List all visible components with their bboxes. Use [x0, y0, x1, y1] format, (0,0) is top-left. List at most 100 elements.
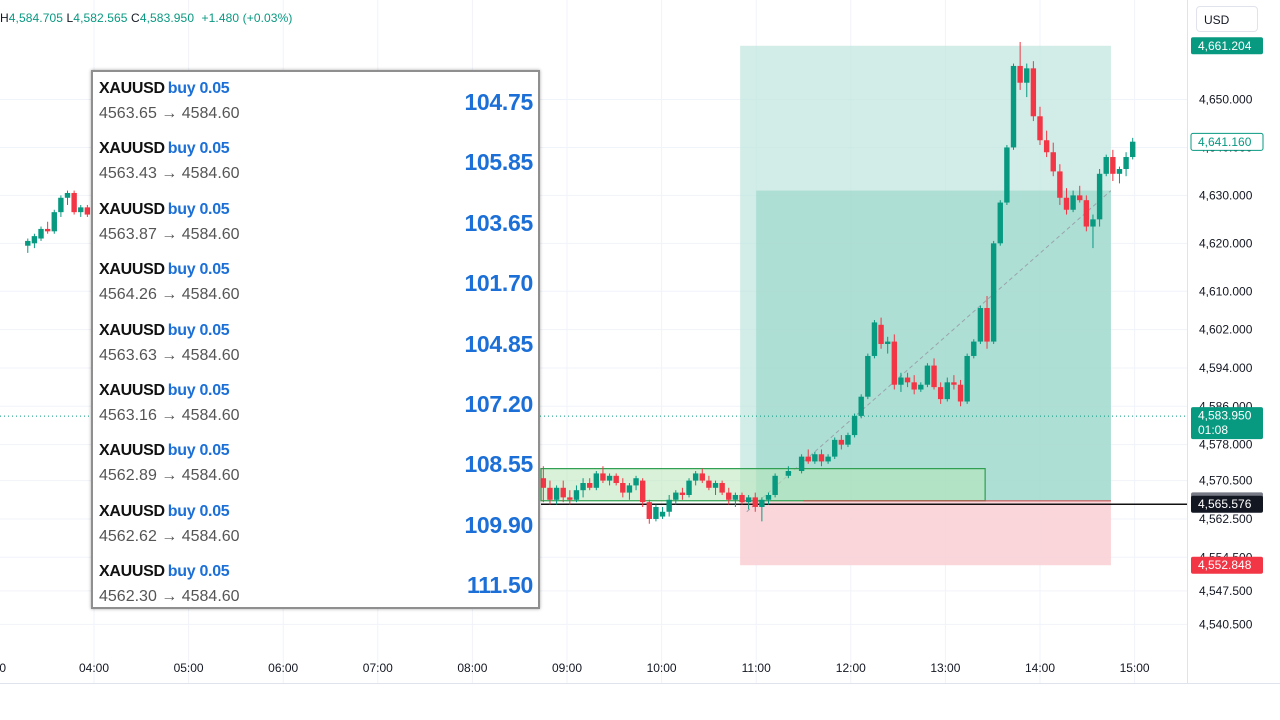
candle — [553, 485, 560, 505]
trade-row[interactable]: XAUUSD buy 0.05 4563.63 → 4584.60 104.85 — [93, 316, 538, 376]
trade-symbol-text: XAUUSD — [99, 321, 165, 339]
stop-zone — [740, 500, 1111, 566]
trade-symbol-text: XAUUSD — [99, 140, 165, 158]
candle — [587, 478, 593, 491]
price-badge-bg — [1191, 556, 1263, 574]
trade-symbol: XAUUSD buy 0.05 — [99, 261, 230, 279]
candle — [64, 190, 71, 205]
price-badge-bg — [1191, 407, 1263, 440]
trade-profit: 105.85 — [464, 149, 533, 176]
candle — [851, 413, 858, 438]
candle-body — [84, 207, 91, 215]
candle-body — [984, 308, 990, 342]
candle-body — [25, 240, 31, 246]
candle-body — [1123, 157, 1129, 170]
trade-row[interactable]: XAUUSD buy 0.05 4563.16 → 4584.60 107.20 — [93, 376, 538, 436]
trade-prices: 4563.63 → 4584.60 — [99, 346, 240, 364]
candle-body — [600, 473, 606, 481]
candle — [1017, 41, 1023, 90]
candle-body — [898, 377, 904, 385]
time-tick-label: 06:00 — [268, 661, 298, 675]
trade-row[interactable]: XAUUSD buy 0.05 4564.26 → 4584.60 101.70 — [93, 255, 538, 315]
candle-body — [858, 396, 864, 416]
candle-body — [64, 192, 71, 198]
trade-side: buy 0.05 — [167, 261, 230, 279]
candle — [845, 432, 851, 448]
candle — [31, 233, 38, 249]
candle-body — [573, 490, 580, 500]
candle — [878, 317, 884, 349]
candle-body — [997, 202, 1003, 244]
range-box — [540, 468, 986, 502]
trade-row[interactable]: XAUUSD buy 0.05 4562.89 → 4584.60 108.55 — [93, 436, 538, 496]
time-tick-label: 14:00 — [1025, 661, 1055, 675]
price-tick-label: 4,602.000 — [1199, 323, 1253, 337]
trade-row[interactable]: XAUUSD buy 0.05 4562.62 → 4584.60 109.90 — [93, 497, 538, 557]
time-tick-label: 09:00 — [552, 661, 582, 675]
candle-body — [639, 480, 646, 503]
currency-button[interactable]: USD — [1196, 6, 1258, 32]
candle-body — [745, 497, 752, 503]
trade-symbol-text: XAUUSD — [99, 200, 165, 218]
ohlc-high: 4,584.705 — [8, 11, 64, 25]
candle-body — [977, 308, 984, 342]
candle — [1057, 164, 1063, 205]
candle — [25, 238, 31, 253]
candle — [990, 240, 997, 344]
candle-body — [865, 355, 871, 397]
time-tick-label: 04:00 — [79, 661, 109, 675]
candle — [1037, 106, 1043, 146]
candle — [785, 466, 792, 479]
candle — [891, 334, 898, 390]
candle — [1050, 142, 1056, 177]
candle — [739, 492, 745, 505]
trade-prices: 4563.87 → 4584.60 — [99, 225, 240, 243]
candle-body — [951, 382, 957, 385]
candle — [971, 339, 977, 359]
candle — [613, 473, 619, 486]
time-tick-label: 13:00 — [930, 661, 960, 675]
candle — [673, 490, 679, 505]
candlestick-series — [25, 41, 1136, 524]
price-tick-label: 4,620.000 — [1199, 236, 1253, 250]
trade-symbol: XAUUSD buy 0.05 — [99, 442, 230, 460]
candle — [1030, 61, 1037, 122]
candle — [699, 468, 705, 484]
candle-body — [884, 341, 891, 344]
candle — [924, 363, 931, 388]
candle — [951, 375, 957, 390]
candle — [1103, 154, 1109, 177]
price-axis: 4,540.5004,547.5004,554.5004,562.5004,57… — [1199, 93, 1253, 632]
candle-body — [580, 483, 586, 491]
ohlc-close: 4,583.950 — [139, 11, 195, 25]
candle — [606, 473, 613, 486]
time-tick-label: 15:00 — [1120, 661, 1150, 675]
ohlc-legend: H4,584.705 L4,582.565 C4,583.950 +1.480 … — [0, 11, 292, 25]
candle-body — [587, 483, 593, 488]
candle-body — [686, 480, 692, 495]
candle — [904, 372, 911, 388]
price-tick-label: 4,562.500 — [1199, 512, 1253, 526]
candle-body — [679, 492, 686, 495]
candle-body — [1116, 169, 1123, 174]
candle — [884, 336, 891, 354]
candle-body — [772, 475, 778, 495]
candle-body — [626, 485, 633, 493]
trade-row[interactable]: XAUUSD buy 0.05 4563.87 → 4584.60 103.65 — [93, 195, 538, 255]
candle — [646, 499, 653, 524]
candle-body — [620, 483, 626, 493]
candle-body — [871, 322, 878, 356]
price-badge: 4,565.576 — [1191, 495, 1263, 513]
trade-row[interactable]: XAUUSD buy 0.05 4563.43 → 4584.60 105.85 — [93, 134, 538, 194]
trade-row[interactable]: XAUUSD buy 0.05 4562.30 → 4584.60 111.50 — [93, 557, 538, 617]
trade-symbol: XAUUSD buy 0.05 — [99, 140, 230, 158]
candle — [1116, 166, 1123, 184]
candle — [540, 466, 547, 503]
candle — [1043, 130, 1050, 158]
trade-row[interactable]: XAUUSD buy 0.05 4563.65 → 4584.60 104.75 — [93, 74, 538, 134]
candle-body — [911, 382, 917, 390]
candle-body — [666, 499, 672, 512]
candle — [745, 494, 752, 510]
